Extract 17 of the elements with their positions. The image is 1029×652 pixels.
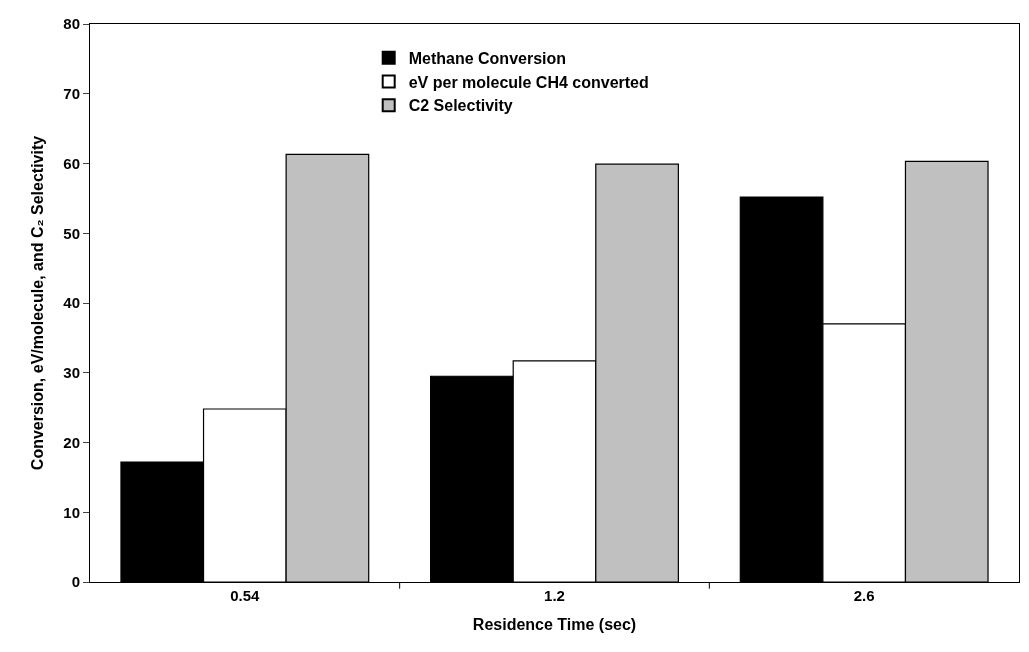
legend-label: Methane Conversion [408,49,567,67]
legend-label: eV per molecule CH4 converted [408,73,649,91]
x-tick-label: 0.54 [230,587,261,604]
x-axis-title: Residence Time (sec) [472,615,637,633]
legend-label: C2 Selectivity [408,97,513,115]
x-tick-label: 2.6 [853,587,875,604]
y-tick-label: 80 [63,15,80,33]
y-tick-label: 60 [63,154,80,172]
y-tick-label: 50 [63,224,80,242]
y-tick-label: 10 [63,503,80,521]
y-tick-label: 20 [63,433,80,451]
x-tick-label: 1.2 [544,587,565,604]
y-tick-label: 0 [71,573,80,591]
y-axis-title: Conversion, eV/molecule, and C₂ Selectivity [29,135,47,471]
y-tick-label: 30 [63,364,80,381]
y-tick-label: 70 [63,85,80,102]
y-tick-label: 40 [63,294,80,312]
